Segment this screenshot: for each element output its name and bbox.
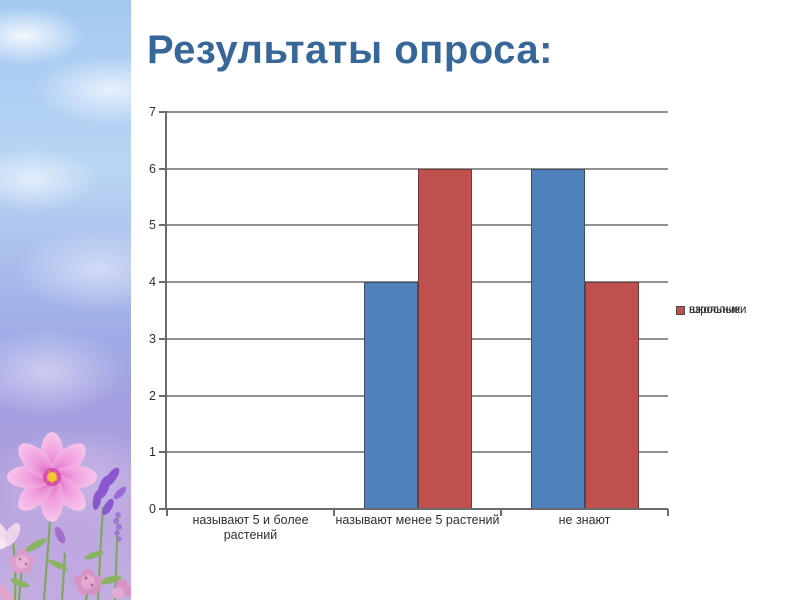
y-axis-tick xyxy=(159,167,167,170)
category-label: называют 5 и более растений xyxy=(192,513,309,542)
x-axis-tick xyxy=(500,509,502,516)
y-axis-tick xyxy=(159,224,167,227)
slide-title: Результаты опроса: xyxy=(147,28,553,72)
chart-bar-школьники xyxy=(363,282,418,509)
flower-leaves xyxy=(10,538,122,588)
legend-label: школьники xyxy=(689,304,747,316)
y-axis-tick xyxy=(159,394,167,397)
x-axis-tick xyxy=(667,509,669,516)
lavender-spike xyxy=(113,512,122,542)
chart-bar-школьники xyxy=(530,168,585,509)
y-axis-line xyxy=(165,112,167,509)
category-label: называют менее 5 растений xyxy=(335,513,500,527)
pale-flower xyxy=(0,522,21,550)
chart-bar-взрослые xyxy=(417,168,472,509)
y-axis-tick xyxy=(159,337,167,340)
x-axis-tick xyxy=(333,509,335,516)
y-tick-label: 6 xyxy=(149,161,156,176)
sky-photo-strip xyxy=(0,0,131,600)
y-tick-label: 0 xyxy=(149,502,156,516)
legend-swatch-icon xyxy=(676,306,685,315)
y-axis-tick xyxy=(159,281,167,284)
y-tick-label: 2 xyxy=(149,388,156,403)
gridline xyxy=(167,111,668,113)
y-tick-label: 1 xyxy=(149,445,156,460)
y-tick-label: 3 xyxy=(149,331,156,346)
y-axis-tick xyxy=(159,111,167,113)
legend-label: взрослые xyxy=(689,304,741,316)
y-axis-tick xyxy=(159,451,167,454)
y-tick-label: 5 xyxy=(149,218,156,233)
legend-item: взрослые xyxy=(676,304,740,317)
flowers-image xyxy=(0,432,131,600)
y-tick-label: 7 xyxy=(149,105,156,119)
pompom-flowers xyxy=(0,549,131,600)
x-axis-line xyxy=(159,508,668,510)
x-axis-tick xyxy=(166,509,168,516)
cosmos-flower xyxy=(7,432,97,522)
bellflowers xyxy=(54,467,127,544)
chart-bar-взрослые xyxy=(584,282,639,509)
y-tick-label: 4 xyxy=(149,275,156,290)
category-label: не знают xyxy=(558,513,611,527)
